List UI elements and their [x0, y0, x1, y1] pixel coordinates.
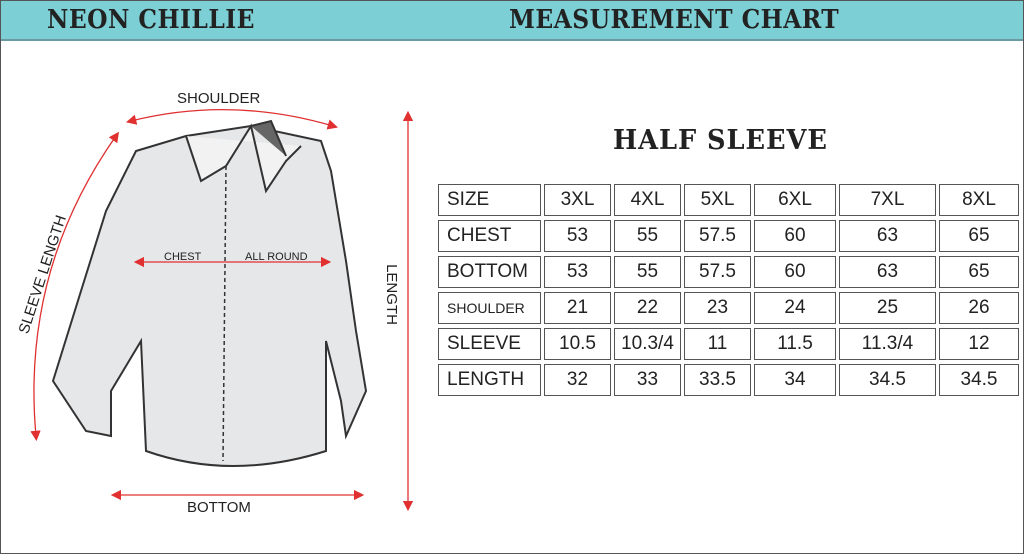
table-cell: 53 — [544, 220, 611, 252]
table-cell: 7XL — [839, 184, 936, 216]
table-cell: 22 — [614, 292, 681, 324]
table-cell: 34.5 — [839, 364, 936, 396]
table-row: CHEST 53 55 57.5 60 63 65 — [438, 220, 1019, 252]
table-cell: 23 — [684, 292, 751, 324]
table-cell: 60 — [754, 256, 836, 288]
length-label: LENGTH — [382, 264, 400, 325]
table-cell: 11 — [684, 328, 751, 360]
table-cell: 33 — [614, 364, 681, 396]
table-cell: 53 — [544, 256, 611, 288]
row-label: SHOULDER — [438, 292, 541, 324]
table-row: BOTTOM 53 55 57.5 60 63 65 — [438, 256, 1019, 288]
sleeve-length-arrow — [30, 131, 119, 442]
table-cell: 63 — [839, 220, 936, 252]
chest-label: CHEST — [164, 251, 202, 263]
table-cell: 10.5 — [544, 328, 611, 360]
row-label: SIZE — [438, 184, 541, 216]
table-cell: 12 — [939, 328, 1019, 360]
table-cell: 11.3/4 — [839, 328, 936, 360]
row-label: CHEST — [438, 220, 541, 252]
table-cell: 11.5 — [754, 328, 836, 360]
all-round-label: ALL ROUND — [245, 251, 308, 263]
row-label: LENGTH — [438, 364, 541, 396]
table-cell: 63 — [839, 256, 936, 288]
table-cell: 60 — [754, 220, 836, 252]
shirt-illustration — [51, 119, 368, 467]
table-cell: 34.5 — [939, 364, 1019, 396]
row-label: BOTTOM — [438, 256, 541, 288]
shirt-diagram — [30, 108, 414, 512]
table-row: SHOULDER 21 22 23 24 25 26 — [438, 292, 1019, 324]
table-cell: 10.3/4 — [614, 328, 681, 360]
table-cell: 24 — [754, 292, 836, 324]
measurement-arrows — [30, 108, 414, 512]
table-cell: 32 — [544, 364, 611, 396]
table-cell: 55 — [614, 220, 681, 252]
bottom-label: BOTTOM — [187, 499, 251, 516]
table-cell: 21 — [544, 292, 611, 324]
table-cell: 5XL — [684, 184, 751, 216]
table-cell: 26 — [939, 292, 1019, 324]
table-cell: 34 — [754, 364, 836, 396]
chart-title: MEASUREMENT CHART — [509, 5, 840, 35]
table-cell: 65 — [939, 220, 1019, 252]
table-cell: 8XL — [939, 184, 1019, 216]
row-label: SLEEVE — [438, 328, 541, 360]
brand-name: NEON CHILLIE — [47, 5, 255, 35]
table-cell: 3XL — [544, 184, 611, 216]
table-cell: 57.5 — [684, 256, 751, 288]
sleeve-type-heading: HALF SLEEVE — [613, 125, 828, 156]
table-row: SLEEVE 10.5 10.3/4 11 11.5 11.3/4 12 — [438, 328, 1019, 360]
table-cell: 57.5 — [684, 220, 751, 252]
header-banner: NEON CHILLIE MEASUREMENT CHART — [1, 1, 1023, 41]
table-cell: 65 — [939, 256, 1019, 288]
table-row: LENGTH 32 33 33.5 34 34.5 34.5 — [438, 364, 1019, 396]
table-row: SIZE 3XL 4XL 5XL 6XL 7XL 8XL — [438, 184, 1019, 216]
table-cell: 4XL — [614, 184, 681, 216]
table-cell: 33.5 — [684, 364, 751, 396]
table-cell: 25 — [839, 292, 936, 324]
shoulder-label: SHOULDER — [177, 90, 261, 107]
table-cell: 6XL — [754, 184, 836, 216]
size-table: SIZE 3XL 4XL 5XL 6XL 7XL 8XL CHEST 53 55 57.5 60 63 6… — [435, 180, 1022, 400]
shoulder-arrow — [125, 108, 338, 130]
table-cell: 55 — [614, 256, 681, 288]
